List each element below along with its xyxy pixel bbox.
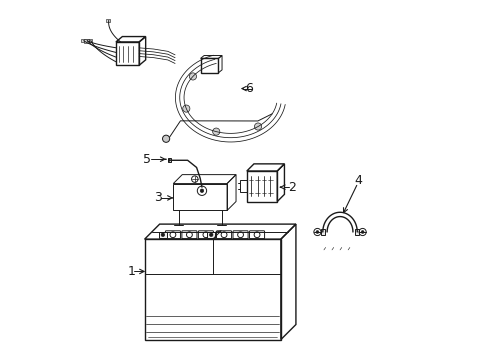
Bar <box>81 39 85 42</box>
Circle shape <box>254 123 262 130</box>
Text: 3: 3 <box>154 192 162 204</box>
Circle shape <box>168 159 171 161</box>
Bar <box>106 19 110 22</box>
Bar <box>355 229 359 235</box>
Circle shape <box>200 189 204 193</box>
Bar <box>320 229 325 235</box>
Circle shape <box>361 230 364 233</box>
Bar <box>84 39 89 42</box>
Text: 5: 5 <box>144 153 151 166</box>
Text: 1: 1 <box>127 265 135 278</box>
Circle shape <box>161 233 165 237</box>
Text: 2: 2 <box>289 181 296 194</box>
Text: 6: 6 <box>245 82 252 95</box>
Circle shape <box>213 128 220 135</box>
Circle shape <box>183 105 190 112</box>
Circle shape <box>209 233 213 237</box>
Circle shape <box>163 135 170 142</box>
Circle shape <box>189 73 196 80</box>
Text: 4: 4 <box>354 174 362 186</box>
Bar <box>168 158 171 162</box>
Bar <box>159 232 167 238</box>
Bar <box>88 39 92 42</box>
Circle shape <box>316 230 319 233</box>
Bar <box>84 39 89 42</box>
Bar <box>207 232 215 238</box>
